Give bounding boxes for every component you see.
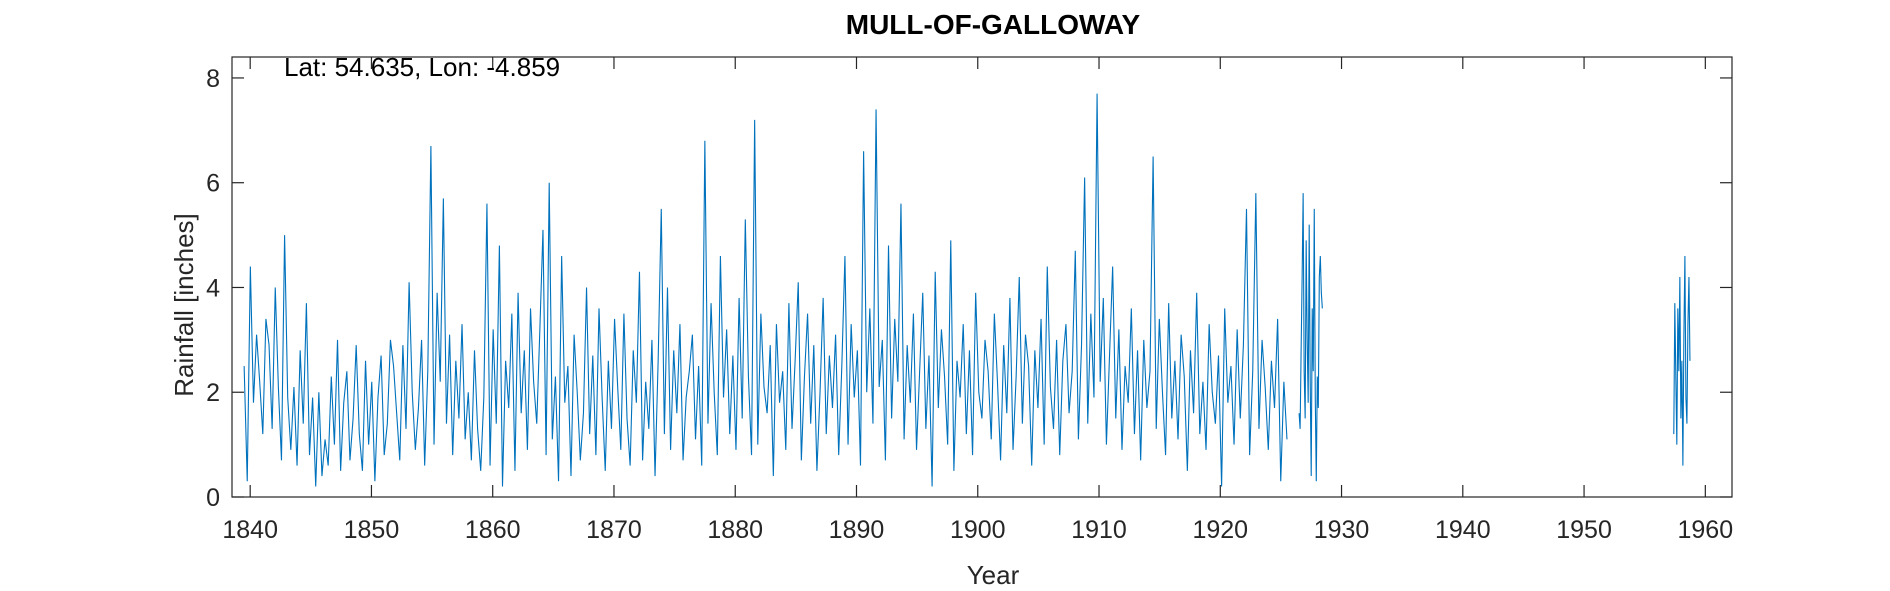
tick-labels: 1840 1850 1860 1870 1880 1890 1900 1910 1920 1930… [206,65,1733,544]
axis-ticks [232,57,1732,498]
x-axis-label: Year [967,560,1020,590]
axes-box [231,56,1733,498]
x-tick-label: 1900 [950,516,1006,544]
x-tick-label: 1880 [707,516,763,544]
y-tick-label: 6 [206,170,220,198]
y-tick-label: 0 [206,484,220,512]
x-tick-label: 1890 [829,516,885,544]
x-tick-label: 1910 [1071,516,1127,544]
x-tick-label: 1930 [1314,516,1370,544]
x-tick-label: 1850 [344,516,400,544]
y-tick-label: 8 [206,65,220,93]
location-annotation: Lat: 54.635, Lon: -4.859 [284,52,560,82]
y-tick-label: 2 [206,379,220,407]
rainfall-series-line [243,93,1691,487]
x-tick-label: 1950 [1556,516,1612,544]
chart-title: MULL-OF-GALLOWAY [846,9,1141,40]
y-axis-label: Rainfall [inches] [169,213,199,397]
x-tick-label: 1860 [465,516,521,544]
x-tick-label: 1960 [1678,516,1734,544]
x-tick-label: 1920 [1192,516,1248,544]
x-tick-label: 1840 [222,516,278,544]
x-tick-label: 1870 [586,516,642,544]
plot-area [243,93,1691,487]
y-tick-label: 4 [206,274,220,302]
x-tick-label: 1940 [1435,516,1491,544]
